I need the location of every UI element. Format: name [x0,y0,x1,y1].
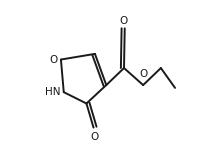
Text: HN: HN [45,87,61,97]
Text: O: O [119,16,127,25]
Text: O: O [49,55,57,65]
Text: O: O [139,69,147,79]
Text: O: O [91,132,99,142]
